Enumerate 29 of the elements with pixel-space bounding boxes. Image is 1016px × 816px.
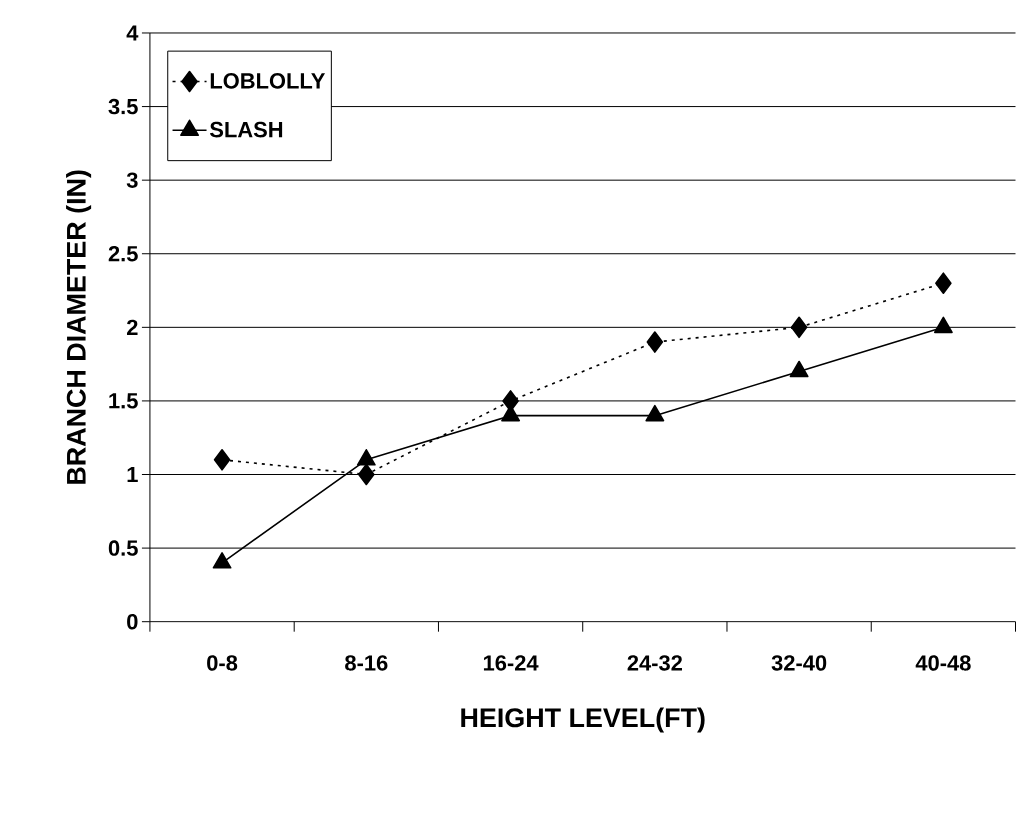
y-tick-label: 1 [127, 467, 138, 483]
y-tick-label: 3 [126, 172, 138, 189]
point [501, 405, 521, 422]
x-tick-label: 24-32 [627, 655, 682, 671]
legend-label: SLASH [209, 122, 283, 138]
point [213, 449, 231, 471]
x-tick-label: 32-40 [771, 655, 827, 671]
y-tick-label: 4 [126, 25, 139, 41]
y-tick-label: 3.5 [108, 98, 138, 115]
y-tick-label: 0.5 [108, 540, 138, 557]
legend-label: LOBLOLLY [210, 73, 326, 89]
y-tick-label: 2 [127, 319, 138, 336]
point [935, 272, 952, 295]
y-axis-title: BRANCH DIAMETER (IN) [66, 170, 92, 485]
point [356, 449, 376, 466]
point [789, 360, 809, 378]
point [358, 463, 375, 486]
y-tick-label: 1.5 [109, 393, 138, 409]
point [646, 331, 664, 354]
point [790, 316, 808, 339]
x-tick-label: 0-8 [207, 655, 238, 671]
x-tick-label: 8-16 [345, 655, 388, 671]
point [645, 405, 665, 422]
point [212, 552, 232, 569]
x-axis-title: HEIGHT LEVEL(FT) [461, 707, 705, 733]
y-tick-label: 0 [127, 614, 138, 630]
y-tick-label: 2.5 [108, 246, 138, 262]
x-tick-label: 16-24 [483, 655, 539, 671]
x-tick-label: 40-48 [915, 655, 971, 671]
